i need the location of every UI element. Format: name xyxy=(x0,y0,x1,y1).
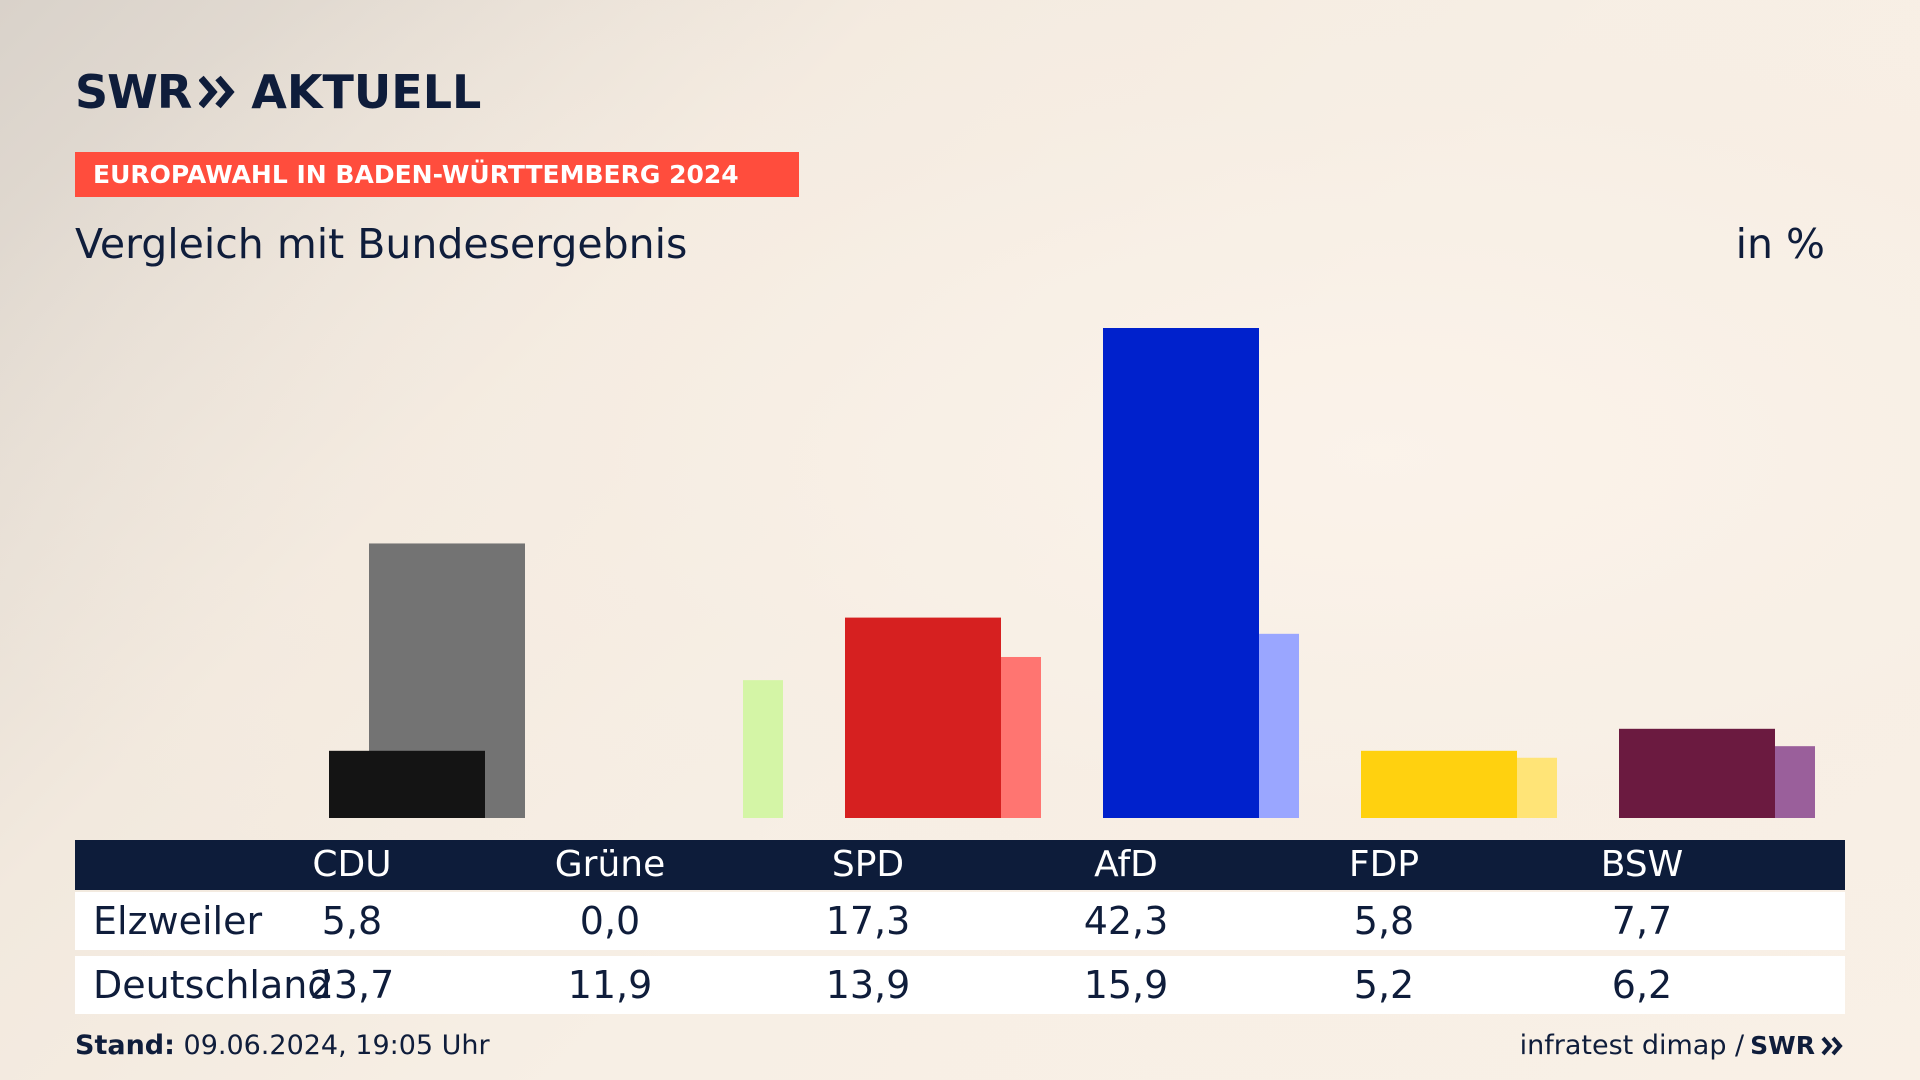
value-deutschland-fdp: 5,2 xyxy=(1353,963,1415,1007)
value-elzweiler-spd: 17,3 xyxy=(825,899,911,943)
source-swr-logo: SWR xyxy=(1750,1031,1815,1060)
bar-deutschland-spd xyxy=(1001,656,1041,818)
row-label-elzweiler: Elzweiler xyxy=(93,899,263,943)
swr-aktuell-logo: SWR AKTUELL xyxy=(75,65,482,119)
value-deutschland-spd: 13,9 xyxy=(825,963,911,1007)
bar-elzweiler-cdu xyxy=(329,750,485,818)
value-elzweiler-grüne: 0,0 xyxy=(579,899,641,943)
bar-elzweiler-afd xyxy=(1103,328,1259,818)
table-header: CDU Grüne SPD AfD FDP BSW xyxy=(75,840,1845,890)
source-text: infratest dimap / xyxy=(1519,1030,1745,1061)
unit-label: in % xyxy=(1735,220,1825,268)
bar-elzweiler-fdp xyxy=(1361,750,1517,818)
bar-deutschland-grüne xyxy=(743,680,783,818)
value-elzweiler-cdu: 5,8 xyxy=(321,899,383,943)
stand-label: Stand: xyxy=(75,1030,175,1061)
value-deutschland-afd: 15,9 xyxy=(1083,963,1169,1007)
source-credit: infratest dimap / SWR xyxy=(1520,1030,1845,1061)
column-header-bsw: BSW xyxy=(1600,844,1684,885)
value-deutschland-grüne: 11,9 xyxy=(567,963,653,1007)
value-deutschland-bsw: 6,2 xyxy=(1611,963,1673,1007)
election-banner: EUROPAWAHL IN BADEN-WÜRTTEMBERG 2024 xyxy=(75,152,799,197)
bar-deutschland-bsw xyxy=(1775,746,1815,818)
value-elzweiler-afd: 42,3 xyxy=(1083,899,1169,943)
chart-subtitle: Vergleich mit Bundesergebnis xyxy=(75,220,688,268)
value-elzweiler-fdp: 5,8 xyxy=(1353,899,1415,943)
timestamp: Stand: 09.06.2024, 19:05 Uhr xyxy=(75,1030,490,1061)
bar-elzweiler-spd xyxy=(845,617,1001,818)
bar-deutschland-afd xyxy=(1259,633,1299,818)
column-header-afd: AfD xyxy=(1094,844,1158,885)
value-deutschland-cdu: 23,7 xyxy=(309,963,395,1007)
column-header-spd: SPD xyxy=(831,844,905,885)
bar-deutschland-fdp xyxy=(1517,757,1557,818)
double-chevron-icon xyxy=(1821,1036,1843,1055)
stand-value: 09.06.2024, 19:05 Uhr xyxy=(183,1030,490,1061)
double-chevron-icon xyxy=(199,75,235,109)
row-label-deutschland: Deutschland xyxy=(93,963,332,1007)
table-row: Deutschland 23,7 11,9 13,9 15,9 5,2 6,2 xyxy=(75,956,1845,1014)
column-header-fdp: FDP xyxy=(1348,844,1420,885)
column-header-cdu: CDU xyxy=(312,844,392,885)
bar-elzweiler-bsw xyxy=(1619,728,1775,818)
logo-aktuell-text: AKTUELL xyxy=(251,65,482,119)
column-header-grüne: Grüne xyxy=(554,844,666,885)
value-elzweiler-bsw: 7,7 xyxy=(1611,899,1673,943)
logo-swr-text: SWR xyxy=(75,65,192,119)
table-row: Elzweiler 5,8 0,0 17,3 42,3 5,8 7,7 xyxy=(75,892,1845,950)
